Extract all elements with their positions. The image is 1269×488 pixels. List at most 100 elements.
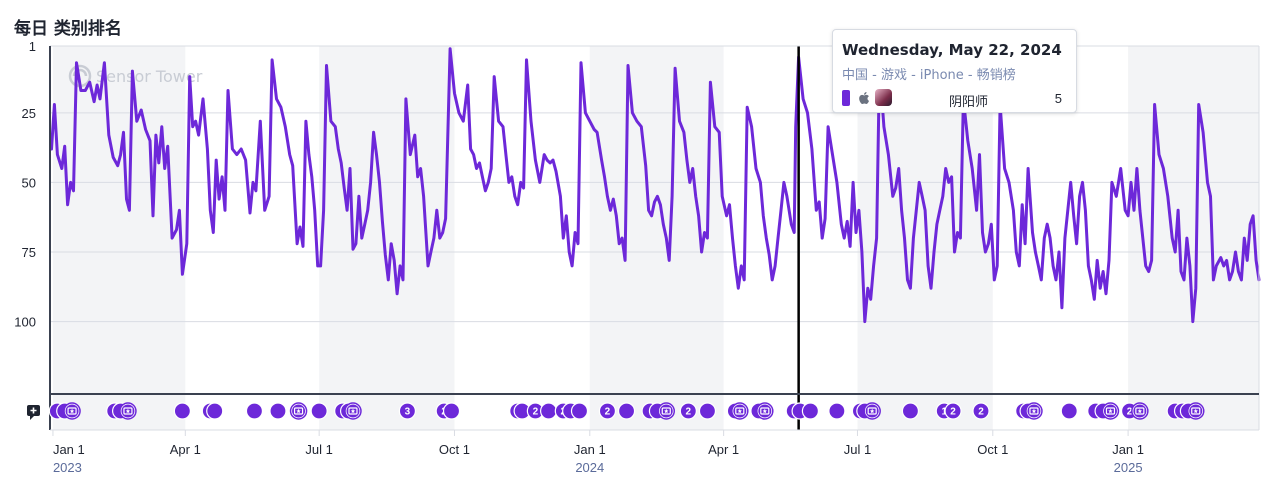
event-star-icon: [760, 407, 770, 415]
event-dot: [570, 402, 589, 420]
series-swatch: [842, 90, 850, 106]
x-tick-year: 2023: [53, 460, 82, 475]
x-tick-label: Apr 1: [170, 442, 201, 457]
y-tick-label: 50: [22, 175, 36, 190]
tooltip-breadcrumb: 中国 - 游戏 - iPhone - 畅销榜: [842, 68, 1016, 83]
event-star-icon: [867, 407, 877, 415]
event-marker[interactable]: [206, 402, 224, 420]
series-line-yinyangshi[interactable]: [50, 47, 1261, 324]
event-marker[interactable]: [245, 402, 264, 420]
event-marker[interactable]: [1025, 402, 1043, 420]
event-marker[interactable]: 2: [972, 402, 990, 420]
event-marker[interactable]: [901, 402, 920, 420]
watermark-text: Sensor Tower: [96, 67, 203, 86]
y-tick-label: 25: [22, 106, 36, 121]
event-star-icon: [123, 407, 133, 415]
event-marker[interactable]: [289, 402, 308, 420]
quarter-band: [1128, 46, 1259, 430]
event-dot: [617, 402, 636, 420]
event-count-badge: [679, 402, 697, 420]
event-marker[interactable]: 2: [679, 402, 697, 420]
event-marker[interactable]: [344, 402, 362, 420]
x-tick-label: Jan 1: [1112, 442, 1144, 457]
event-marker[interactable]: [828, 402, 846, 420]
event-marker[interactable]: [863, 402, 881, 420]
x-tick-label: Apr 1: [708, 442, 739, 457]
event-star-icon: [735, 407, 745, 415]
tooltip: Wednesday, May 22, 2024 中国 - 游戏 - iPhone…: [832, 29, 1077, 113]
event-marker[interactable]: [731, 402, 749, 420]
event-count-badge: [972, 402, 990, 420]
event-dot: [245, 402, 264, 420]
event-count-label: 2: [978, 407, 984, 418]
event-star-icon: [348, 407, 358, 415]
event-count-badge: [944, 402, 962, 420]
event-marker[interactable]: [617, 402, 636, 420]
event-star-icon: [661, 407, 671, 415]
y-axis-ticks: 1 25 50 75 100: [14, 39, 36, 330]
event-marker[interactable]: [1101, 402, 1120, 420]
event-dot: [901, 402, 920, 420]
event-dot: [269, 402, 287, 420]
event-count-label: 2: [686, 407, 692, 418]
event-star-icon: [1105, 407, 1116, 415]
event-dot: [1060, 402, 1078, 420]
x-tick-year: 2025: [1114, 460, 1143, 475]
event-marker[interactable]: [119, 402, 137, 420]
event-dot: [801, 402, 820, 420]
event-marker[interactable]: 3: [398, 402, 417, 420]
event-marker[interactable]: [1187, 402, 1205, 420]
event-dot: [540, 402, 558, 420]
x-tick-label: Jul 1: [844, 442, 871, 457]
event-count-label: 2: [605, 407, 611, 418]
event-marker[interactable]: [698, 402, 717, 420]
event-marker[interactable]: [1131, 402, 1149, 420]
event-marker[interactable]: 2: [598, 402, 617, 420]
event-dot: [698, 402, 717, 420]
event-star-icon: [67, 407, 77, 415]
event-marker[interactable]: [540, 402, 558, 420]
x-tick-label: Jan 1: [574, 442, 606, 457]
event-marker[interactable]: [756, 402, 774, 420]
event-star-icon: [1191, 407, 1201, 415]
event-marker[interactable]: [657, 402, 676, 420]
x-tick-label: Oct 1: [439, 442, 470, 457]
event-count-badge: [398, 402, 417, 420]
event-marker[interactable]: [442, 402, 461, 420]
event-count-label: 1: [941, 407, 947, 418]
y-tick-label: 75: [22, 245, 36, 260]
apple-icon: [859, 92, 869, 105]
x-tick-label: Oct 1: [977, 442, 1008, 457]
event-marker[interactable]: [63, 402, 81, 420]
event-star-icon: [1029, 407, 1039, 415]
event-marker[interactable]: [269, 402, 287, 420]
y-tick-label: 1: [29, 39, 36, 54]
quarter-band: [52, 46, 186, 430]
x-tick-label: Jul 1: [305, 442, 332, 457]
quarter-band: [319, 46, 455, 430]
events-row-icon[interactable]: [27, 405, 40, 420]
y-tick-label: 100: [14, 315, 36, 330]
event-dot: [206, 402, 224, 420]
event-marker[interactable]: [310, 402, 328, 420]
tooltip-rank: 5: [1054, 91, 1062, 106]
event-dot: [828, 402, 846, 420]
event-marker[interactable]: [801, 402, 820, 420]
event-marker[interactable]: [1060, 402, 1078, 420]
event-dot: [310, 402, 328, 420]
x-tick-label: Jan 1: [53, 442, 85, 457]
tooltip-date: Wednesday, May 22, 2024: [842, 41, 1062, 59]
x-tick-year: 2024: [575, 460, 604, 475]
event-marker[interactable]: [570, 402, 589, 420]
event-count-label: 2: [533, 407, 539, 418]
event-markers: 3212222121222: [48, 402, 1205, 420]
event-dot: [173, 402, 191, 420]
event-dot: [442, 402, 461, 420]
event-star-icon: [1135, 407, 1145, 415]
event-marker[interactable]: [173, 402, 191, 420]
event-count-label: 3: [405, 407, 411, 418]
event-marker[interactable]: 2: [944, 402, 962, 420]
event-count-label: 2: [1127, 407, 1133, 418]
event-count-label: 2: [950, 407, 956, 418]
